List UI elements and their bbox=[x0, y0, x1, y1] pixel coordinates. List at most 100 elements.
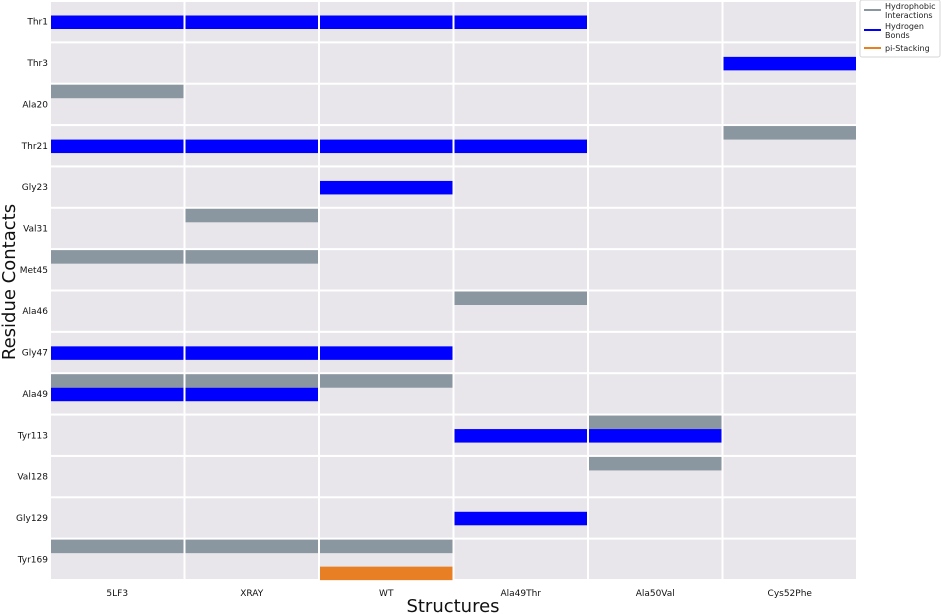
cell-val128-5lf3 bbox=[51, 456, 184, 497]
cell-gly129-5lf3 bbox=[51, 498, 184, 538]
y-tick-label-gly47: Gly47 bbox=[22, 349, 48, 359]
contact-bar-ala49-wt-hydrophobic-interactions bbox=[320, 374, 453, 388]
cell-val31-5lf3 bbox=[51, 208, 184, 249]
contact-bar-ala49-5lf3-hydrophobic-interactions bbox=[51, 374, 184, 388]
y-tick-label-tyr169: Tyr169 bbox=[17, 555, 49, 565]
contact-bar-thr21-ala49thr-hydrogen-bonds bbox=[454, 139, 587, 154]
cell-ala49-ala50val bbox=[589, 374, 722, 414]
cell-tyr113-cys52phe bbox=[723, 415, 856, 455]
cell-gly23-ala49thr bbox=[454, 167, 587, 207]
cell-thr3-ala50val bbox=[589, 43, 722, 83]
contact-bar-tyr169-wt-hydrophobic-interactions bbox=[320, 539, 453, 554]
x-tick-label-wt: WT bbox=[379, 589, 394, 599]
cell-gly47-cys52phe bbox=[723, 332, 856, 373]
cell-gly23-cys52phe bbox=[723, 167, 856, 207]
cell-gly129-cys52phe bbox=[723, 498, 856, 538]
contact-bar-tyr169-wt-pi-stacking bbox=[320, 566, 453, 581]
cell-gly129-wt bbox=[320, 498, 453, 538]
y-tick-label-thr1: Thr1 bbox=[26, 18, 48, 28]
contact-bar-thr21-wt-hydrogen-bonds bbox=[320, 139, 453, 154]
cell-ala49-cys52phe bbox=[723, 374, 856, 414]
x-tick-label-cys52phe: Cys52Phe bbox=[768, 589, 813, 599]
contact-bar-thr21-5lf3-hydrogen-bonds bbox=[51, 139, 184, 154]
y-tick-label-gly129: Gly129 bbox=[16, 514, 48, 524]
contact-bar-val128-ala50val-hydrophobic-interactions bbox=[589, 456, 722, 471]
cell-thr1-ala50val bbox=[589, 2, 722, 42]
contact-bar-tyr113-ala49thr-hydrogen-bonds bbox=[454, 429, 587, 443]
y-tick-label-ala46: Ala46 bbox=[22, 307, 48, 317]
cell-ala49-ala49thr bbox=[454, 374, 587, 414]
contact-bar-thr21-xray-hydrogen-bonds bbox=[185, 139, 318, 154]
cell-tyr169-ala50val bbox=[589, 539, 722, 579]
cell-thr3-ala49thr bbox=[454, 43, 587, 83]
cell-tyr169-ala49thr bbox=[454, 539, 587, 579]
cell-tyr113-5lf3 bbox=[51, 415, 184, 455]
cell-met45-ala49thr bbox=[454, 250, 587, 290]
cell-ala46-cys52phe bbox=[723, 291, 856, 331]
contact-bar-ala20-5lf3-hydrophobic-interactions bbox=[51, 84, 184, 99]
contact-bar-ala49-5lf3-hydrogen-bonds bbox=[51, 387, 184, 402]
contact-bar-gly47-wt-hydrogen-bonds bbox=[320, 346, 453, 360]
contact-bar-gly23-wt-hydrogen-bonds bbox=[320, 180, 453, 195]
y-tick-label-tyr113: Tyr113 bbox=[17, 431, 48, 441]
contact-bar-ala49-xray-hydrogen-bonds bbox=[185, 387, 318, 402]
cell-met45-wt bbox=[320, 250, 453, 290]
x-tick-label-ala50val: Ala50Val bbox=[636, 589, 675, 599]
cell-thr1-cys52phe bbox=[723, 2, 856, 42]
y-tick-label-ala20: Ala20 bbox=[22, 100, 48, 110]
y-tick-label-ala49: Ala49 bbox=[22, 390, 48, 400]
legend-label-1-1: Bonds bbox=[885, 31, 910, 40]
cell-thr3-5lf3 bbox=[51, 43, 184, 83]
cell-gly129-xray bbox=[185, 498, 318, 538]
contact-bar-gly129-ala49thr-hydrogen-bonds bbox=[454, 511, 587, 526]
contact-bar-val31-xray-hydrophobic-interactions bbox=[185, 208, 318, 223]
legend-frame bbox=[859, 0, 941, 58]
cell-gly23-ala50val bbox=[589, 167, 722, 207]
cell-val31-cys52phe bbox=[723, 208, 856, 249]
legend-label-1-0: Hydrogen bbox=[885, 22, 924, 31]
contact-bar-tyr169-xray-hydrophobic-interactions bbox=[185, 539, 318, 554]
cell-val31-ala49thr bbox=[454, 208, 587, 249]
contact-bar-tyr169-5lf3-hydrophobic-interactions bbox=[51, 539, 184, 554]
cell-tyr113-xray bbox=[185, 415, 318, 455]
cell-gly47-ala49thr bbox=[454, 332, 587, 373]
x-axis-title: Structures bbox=[406, 596, 499, 614]
cell-gly47-ala50val bbox=[589, 332, 722, 373]
contact-bar-tyr113-ala50val-hydrophobic-interactions bbox=[589, 415, 722, 430]
cell-tyr113-wt bbox=[320, 415, 453, 455]
ticks-layer: Thr1 Thr3 Ala20 Thr21 Gly23 Val31 Met45 Ala46 Gl… bbox=[16, 18, 812, 599]
contact-bar-thr1-ala49thr-hydrogen-bonds bbox=[454, 15, 587, 29]
cell-tyr169-cys52phe bbox=[723, 539, 856, 579]
y-axis-title: Residue Contacts bbox=[0, 204, 20, 360]
legend-label-0-0: Hydrophobic bbox=[885, 2, 936, 11]
x-tick-label-ala49thr: Ala49Thr bbox=[500, 589, 541, 599]
contact-bar-thr1-xray-hydrogen-bonds bbox=[185, 15, 318, 29]
cell-met45-ala50val bbox=[589, 250, 722, 290]
y-tick-label-met45: Met45 bbox=[20, 266, 48, 276]
cell-ala20-ala50val bbox=[589, 84, 722, 125]
cell-ala46-xray bbox=[185, 291, 318, 331]
cell-ala46-wt bbox=[320, 291, 453, 331]
cell-ala46-5lf3 bbox=[51, 291, 184, 331]
x-tick-label-5lf3: 5LF3 bbox=[106, 589, 128, 599]
contact-bar-gly47-xray-hydrogen-bonds bbox=[185, 346, 318, 360]
cell-met45-cys52phe bbox=[723, 250, 856, 290]
y-tick-label-thr3: Thr3 bbox=[26, 59, 48, 69]
cell-val128-cys52phe bbox=[723, 456, 856, 497]
legend-label-2-0: pi-Stacking bbox=[885, 44, 930, 53]
contact-bar-thr1-5lf3-hydrogen-bonds bbox=[51, 15, 184, 29]
x-tick-label-xray: XRAY bbox=[240, 589, 264, 599]
cell-ala20-ala49thr bbox=[454, 84, 587, 125]
contact-bar-met45-xray-hydrophobic-interactions bbox=[185, 250, 318, 264]
cell-gly23-5lf3 bbox=[51, 167, 184, 207]
contact-bar-ala46-ala49thr-hydrophobic-interactions bbox=[454, 291, 587, 305]
bars-layer bbox=[51, 15, 856, 581]
cell-gly129-ala50val bbox=[589, 498, 722, 538]
cell-val128-ala49thr bbox=[454, 456, 587, 497]
cell-gly23-xray bbox=[185, 167, 318, 207]
cell-val31-wt bbox=[320, 208, 453, 249]
contact-bar-met45-5lf3-hydrophobic-interactions bbox=[51, 250, 184, 264]
y-tick-label-gly23: Gly23 bbox=[22, 183, 48, 193]
